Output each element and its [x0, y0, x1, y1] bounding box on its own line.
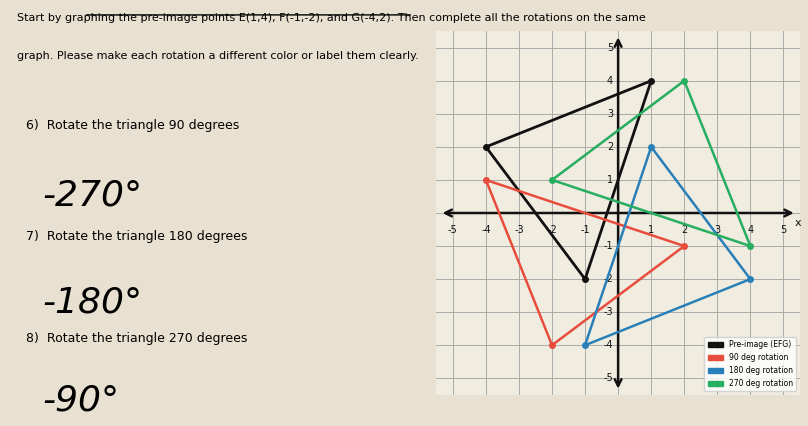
- Text: 3: 3: [714, 225, 721, 235]
- Text: 2: 2: [681, 225, 688, 235]
- Text: 6)  Rotate the triangle 90 degrees: 6) Rotate the triangle 90 degrees: [26, 119, 239, 132]
- Text: 5: 5: [781, 225, 786, 235]
- Text: graph. Please make each rotation a different color or label them clearly.: graph. Please make each rotation a diffe…: [17, 51, 419, 61]
- Text: 8)  Rotate the triangle 270 degrees: 8) Rotate the triangle 270 degrees: [26, 332, 247, 345]
- Text: 4: 4: [747, 225, 753, 235]
- Text: 5: 5: [607, 43, 613, 53]
- Text: -3: -3: [514, 225, 524, 235]
- Text: -90°: -90°: [43, 383, 120, 417]
- Legend: Pre-image (EFG), 90 deg rotation, 180 deg rotation, 270 deg rotation: Pre-image (EFG), 90 deg rotation, 180 de…: [705, 337, 796, 391]
- Text: -5: -5: [448, 225, 457, 235]
- Text: -1: -1: [604, 241, 613, 251]
- Text: 1: 1: [648, 225, 654, 235]
- Text: -180°: -180°: [43, 285, 143, 320]
- Text: 4: 4: [607, 76, 613, 86]
- Text: -1: -1: [580, 225, 590, 235]
- Text: 7)  Rotate the triangle 180 degrees: 7) Rotate the triangle 180 degrees: [26, 230, 247, 243]
- Text: -270°: -270°: [43, 179, 143, 213]
- Text: 2: 2: [607, 142, 613, 152]
- Text: -5: -5: [604, 373, 613, 383]
- Text: Start by graphing the pre-image points E(1,4), F(-1,-2), and G(-4,2). Then compl: Start by graphing the pre-image points E…: [17, 13, 646, 23]
- Text: -2: -2: [547, 225, 557, 235]
- Text: -2: -2: [604, 274, 613, 284]
- Text: -4: -4: [604, 340, 613, 350]
- Text: x: x: [795, 218, 802, 228]
- Text: -3: -3: [604, 307, 613, 317]
- Text: 1: 1: [607, 175, 613, 185]
- Text: 3: 3: [607, 109, 613, 119]
- Text: -4: -4: [481, 225, 490, 235]
